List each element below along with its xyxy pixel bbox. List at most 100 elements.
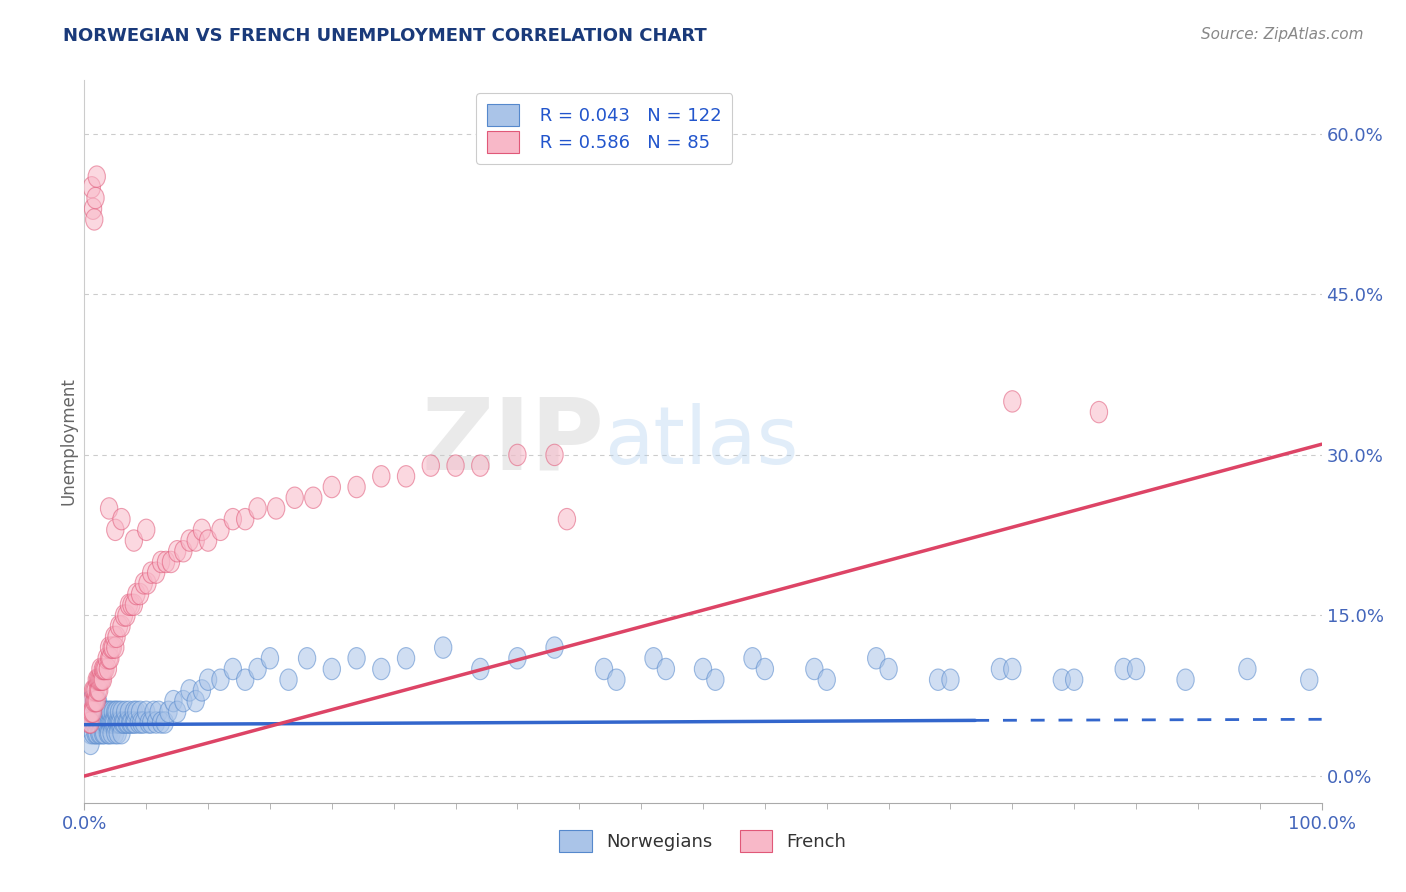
Ellipse shape: [82, 712, 100, 733]
Ellipse shape: [131, 712, 148, 733]
Ellipse shape: [107, 637, 124, 658]
Ellipse shape: [110, 615, 128, 637]
Text: ZIP: ZIP: [422, 393, 605, 490]
Ellipse shape: [267, 498, 285, 519]
Ellipse shape: [110, 712, 127, 733]
Ellipse shape: [868, 648, 884, 669]
Ellipse shape: [181, 680, 198, 701]
Ellipse shape: [122, 712, 141, 733]
Ellipse shape: [100, 701, 118, 723]
Ellipse shape: [607, 669, 626, 690]
Ellipse shape: [132, 712, 150, 733]
Ellipse shape: [880, 658, 897, 680]
Ellipse shape: [1004, 391, 1021, 412]
Ellipse shape: [942, 669, 959, 690]
Ellipse shape: [249, 498, 266, 519]
Ellipse shape: [97, 701, 114, 723]
Ellipse shape: [121, 594, 138, 615]
Ellipse shape: [174, 541, 193, 562]
Ellipse shape: [157, 551, 174, 573]
Ellipse shape: [929, 669, 946, 690]
Ellipse shape: [110, 712, 128, 733]
Ellipse shape: [991, 658, 1008, 680]
Ellipse shape: [152, 712, 170, 733]
Ellipse shape: [98, 712, 115, 733]
Ellipse shape: [103, 637, 121, 658]
Text: Source: ZipAtlas.com: Source: ZipAtlas.com: [1201, 27, 1364, 42]
Ellipse shape: [756, 658, 773, 680]
Ellipse shape: [87, 187, 104, 209]
Ellipse shape: [110, 723, 127, 744]
Ellipse shape: [165, 690, 183, 712]
Ellipse shape: [1004, 658, 1021, 680]
Ellipse shape: [1053, 669, 1070, 690]
Ellipse shape: [1301, 669, 1317, 690]
Ellipse shape: [112, 508, 131, 530]
Ellipse shape: [100, 648, 118, 669]
Ellipse shape: [90, 723, 108, 744]
Ellipse shape: [818, 669, 835, 690]
Ellipse shape: [103, 712, 121, 733]
Ellipse shape: [162, 551, 180, 573]
Ellipse shape: [125, 701, 142, 723]
Ellipse shape: [347, 648, 366, 669]
Ellipse shape: [373, 658, 389, 680]
Ellipse shape: [84, 198, 101, 219]
Ellipse shape: [657, 658, 675, 680]
Ellipse shape: [108, 626, 125, 648]
Ellipse shape: [148, 562, 165, 583]
Ellipse shape: [91, 712, 110, 733]
Ellipse shape: [96, 712, 112, 733]
Ellipse shape: [90, 680, 107, 701]
Y-axis label: Unemployment: Unemployment: [59, 377, 77, 506]
Ellipse shape: [138, 701, 155, 723]
Ellipse shape: [91, 658, 110, 680]
Ellipse shape: [83, 690, 100, 712]
Ellipse shape: [1115, 658, 1132, 680]
Ellipse shape: [193, 519, 211, 541]
Ellipse shape: [100, 712, 118, 733]
Ellipse shape: [447, 455, 464, 476]
Ellipse shape: [94, 658, 111, 680]
Ellipse shape: [398, 466, 415, 487]
Ellipse shape: [94, 701, 111, 723]
Ellipse shape: [104, 637, 121, 658]
Ellipse shape: [200, 530, 217, 551]
Ellipse shape: [249, 658, 266, 680]
Ellipse shape: [236, 669, 254, 690]
Ellipse shape: [558, 508, 575, 530]
Ellipse shape: [187, 530, 204, 551]
Ellipse shape: [187, 690, 204, 712]
Ellipse shape: [98, 701, 115, 723]
Ellipse shape: [169, 701, 186, 723]
Ellipse shape: [323, 476, 340, 498]
Ellipse shape: [82, 701, 100, 723]
Ellipse shape: [707, 669, 724, 690]
Ellipse shape: [118, 712, 135, 733]
Ellipse shape: [86, 712, 103, 733]
Ellipse shape: [114, 712, 131, 733]
Ellipse shape: [94, 723, 111, 744]
Ellipse shape: [90, 690, 107, 712]
Ellipse shape: [91, 669, 110, 690]
Ellipse shape: [546, 637, 564, 658]
Ellipse shape: [108, 701, 125, 723]
Ellipse shape: [174, 690, 193, 712]
Ellipse shape: [112, 723, 131, 744]
Ellipse shape: [212, 669, 229, 690]
Ellipse shape: [86, 680, 103, 701]
Ellipse shape: [305, 487, 322, 508]
Ellipse shape: [89, 669, 105, 690]
Ellipse shape: [103, 723, 121, 744]
Ellipse shape: [100, 637, 118, 658]
Ellipse shape: [82, 723, 100, 744]
Ellipse shape: [100, 723, 117, 744]
Ellipse shape: [89, 723, 105, 744]
Ellipse shape: [471, 658, 489, 680]
Ellipse shape: [285, 487, 304, 508]
Ellipse shape: [1066, 669, 1083, 690]
Ellipse shape: [156, 712, 173, 733]
Ellipse shape: [89, 712, 105, 733]
Ellipse shape: [87, 701, 104, 723]
Ellipse shape: [509, 648, 526, 669]
